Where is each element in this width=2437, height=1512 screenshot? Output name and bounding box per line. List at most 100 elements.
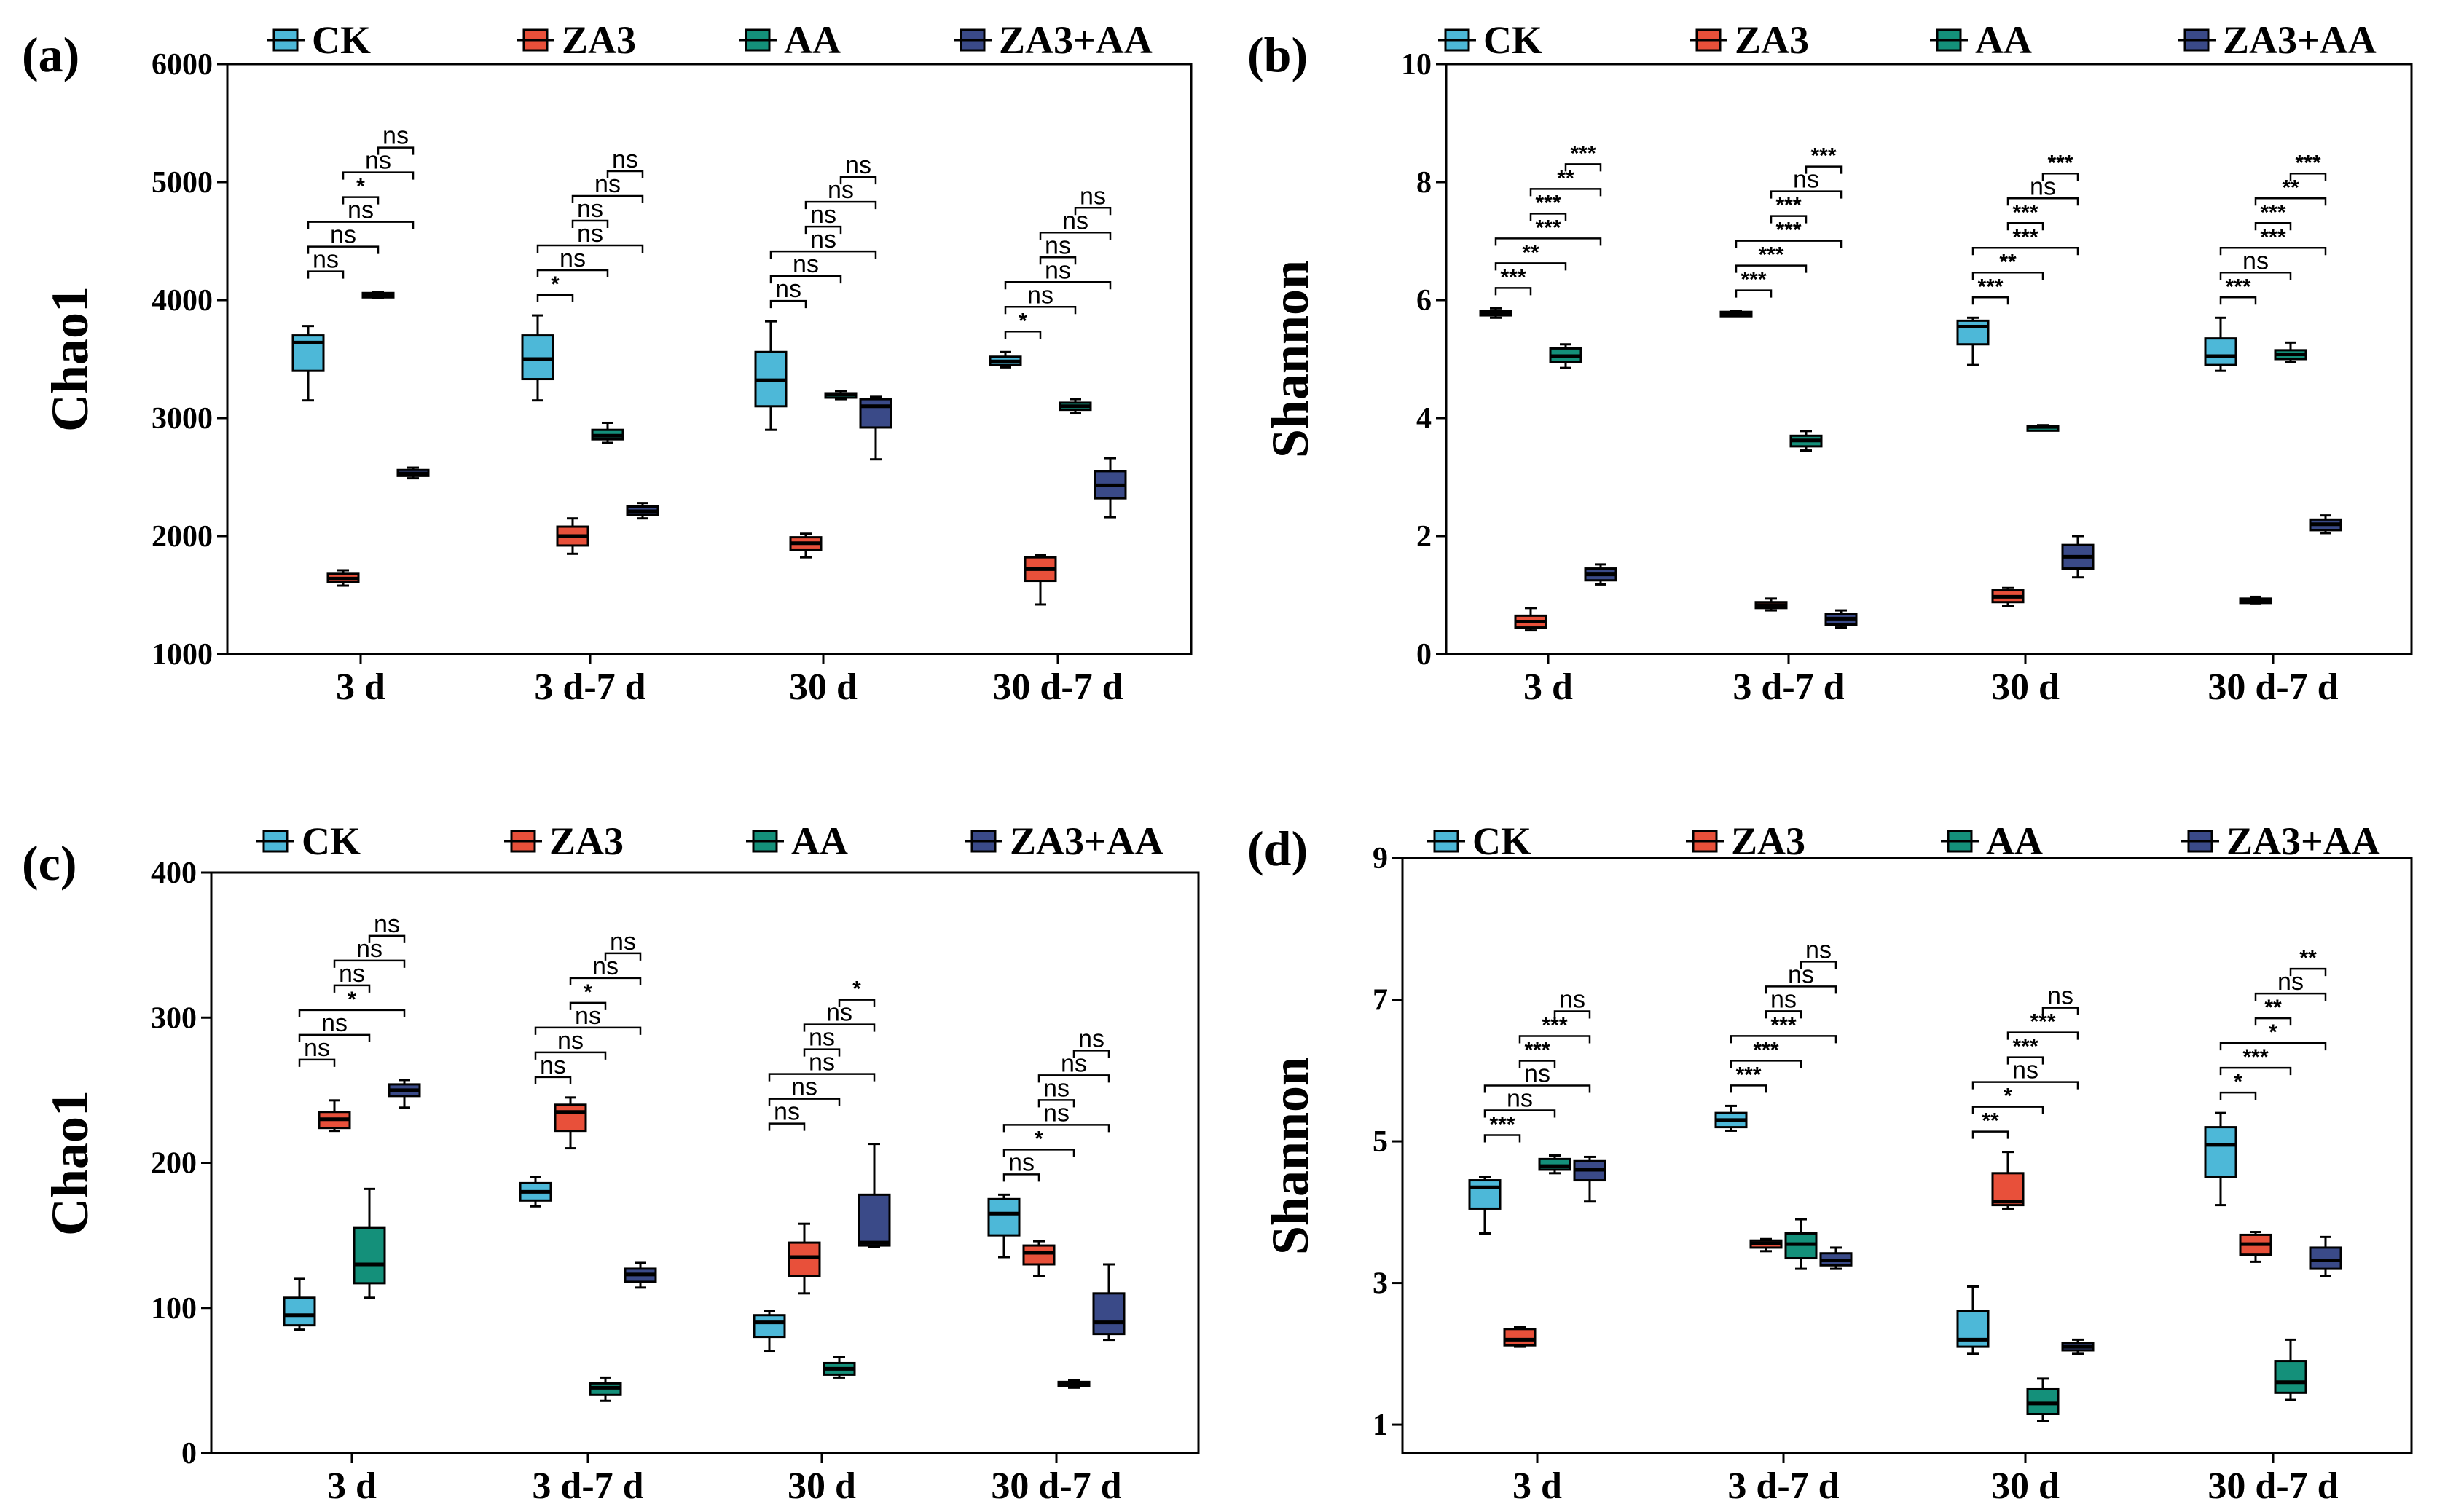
x-tick-label: 30 d — [789, 666, 858, 708]
significance-bracket: ns — [534, 1002, 642, 1035]
significance-label: ** — [1522, 240, 1539, 264]
bracket-line — [2006, 1031, 2079, 1040]
bracket-line — [1971, 272, 2044, 280]
significance-bracket: *** — [1971, 225, 2079, 256]
y-tick-label: 9 — [1373, 842, 1388, 875]
significance-label: ns — [1559, 986, 1585, 1014]
significance-bracket: * — [569, 980, 607, 1010]
significance-label: *** — [2047, 151, 2073, 175]
bracket-line — [1800, 961, 1837, 969]
box-za3-1 — [326, 569, 360, 587]
bracket-line — [1765, 985, 1837, 994]
bracket-line — [571, 194, 644, 204]
legend-label: ZA3 — [1731, 819, 1805, 863]
y-tick-label: 7 — [1373, 984, 1388, 1017]
box-aa-3 — [2026, 424, 2060, 432]
box-za3-4 — [2239, 595, 2272, 605]
box-za3-plus-aa-4 — [1092, 1263, 1126, 1342]
box-iqr — [283, 1296, 316, 1327]
y-axis-label: Shannon — [1261, 260, 1319, 458]
box-za3-plus-aa-2 — [624, 1261, 657, 1289]
significance-bracket: *** — [1564, 141, 1602, 172]
legend-label: ZA3 — [1735, 18, 1809, 62]
significance-label: ns — [577, 195, 603, 223]
bracket-line — [298, 1033, 371, 1042]
bracket-line — [2006, 197, 2079, 206]
bracket-line — [569, 1001, 607, 1010]
significance-bracket: ns — [2219, 247, 2292, 280]
box-aa-3 — [823, 1355, 856, 1379]
significance-bracket: ns — [604, 928, 642, 961]
bracket-line — [2219, 1066, 2292, 1076]
significance-label: ns — [612, 146, 638, 173]
bracket-line — [1483, 1109, 1556, 1118]
box-aa-4 — [1057, 1379, 1091, 1389]
box-za3-plus-aa-3 — [2061, 535, 2095, 579]
y-tick-label: 4 — [1416, 402, 1432, 436]
significance-bracket: ns — [768, 1049, 876, 1082]
box-aa-1 — [1549, 343, 1582, 369]
box-aa-3 — [2026, 1377, 2060, 1422]
legend-item-ck: CK — [256, 819, 361, 863]
bracket-line — [1494, 287, 1532, 296]
significance-label: *** — [2242, 1045, 2268, 1069]
bracket-line — [1529, 213, 1567, 221]
bracket-line — [534, 1026, 642, 1035]
bracket-line — [1529, 188, 1602, 197]
bracket-line — [1735, 264, 1808, 273]
y-axis-label: Shannon — [1261, 1057, 1319, 1255]
significance-label: ** — [2299, 946, 2317, 970]
x-tick-label: 30 d-7 d — [991, 1465, 1121, 1507]
y-tick-label: 3000 — [152, 402, 213, 436]
significance-label: * — [2004, 1084, 2012, 1109]
significance-label: ns — [557, 1027, 584, 1055]
significance-label: ns — [577, 220, 603, 248]
bracket-line — [2041, 1007, 2079, 1015]
panel-label: (d) — [1247, 821, 1308, 876]
significance-label: ns — [321, 1009, 348, 1037]
legend-label: AA — [1986, 819, 2043, 863]
significance-bracket: ns — [1770, 166, 1843, 199]
significance-label: ns — [809, 1024, 835, 1052]
bracket-line — [1004, 331, 1042, 339]
legend-label: ZA3+AA — [2226, 819, 2380, 863]
significance-bracket: * — [1004, 309, 1042, 339]
plot-frame — [1401, 857, 2413, 1454]
legend-label: ZA3+AA — [2223, 18, 2377, 62]
bracket-line — [536, 244, 644, 253]
y-tick-label: 0 — [181, 1437, 197, 1470]
bracket-line — [342, 196, 380, 205]
bracket-line — [2219, 1042, 2327, 1051]
box-iqr — [2274, 1360, 2307, 1394]
bracket-line — [1735, 289, 1773, 298]
legend-label: CK — [312, 18, 371, 62]
y-tick-label: 100 — [151, 1292, 197, 1326]
significance-bracket: *** — [1518, 1039, 1556, 1068]
box-za3-4 — [1022, 1240, 1056, 1277]
box-za3-plus-aa-2 — [1819, 1246, 1853, 1270]
significance-label: * — [2269, 1020, 2277, 1044]
bracket-line — [2254, 992, 2327, 1001]
box-za3-3 — [788, 1222, 821, 1295]
significance-bracket: ns — [769, 275, 807, 309]
significance-label: ns — [304, 1034, 330, 1062]
bracket-line — [2219, 296, 2257, 305]
box-iqr — [1022, 1244, 1056, 1266]
bracket-line — [1074, 207, 1112, 216]
significance-label: *** — [2260, 200, 2285, 224]
significance-label: *** — [2012, 200, 2038, 224]
significance-bracket: *** — [1805, 144, 1843, 174]
box-ck-1 — [1479, 307, 1512, 319]
box-za3-3 — [1991, 1151, 2025, 1210]
legend-item-aa: AA — [1930, 18, 2032, 62]
box-za3-plus-aa-4 — [1094, 457, 1127, 519]
significance-label: *** — [2012, 225, 2038, 249]
significance-bracket: ns — [606, 146, 644, 179]
significance-label: * — [852, 977, 861, 1001]
x-tick-label: 30 d-7 d — [992, 666, 1123, 708]
significance-label: *** — [2295, 151, 2320, 175]
box-aa-1 — [1538, 1154, 1571, 1175]
significance-bracket: * — [2219, 1070, 2257, 1100]
box-iqr — [353, 1226, 386, 1285]
